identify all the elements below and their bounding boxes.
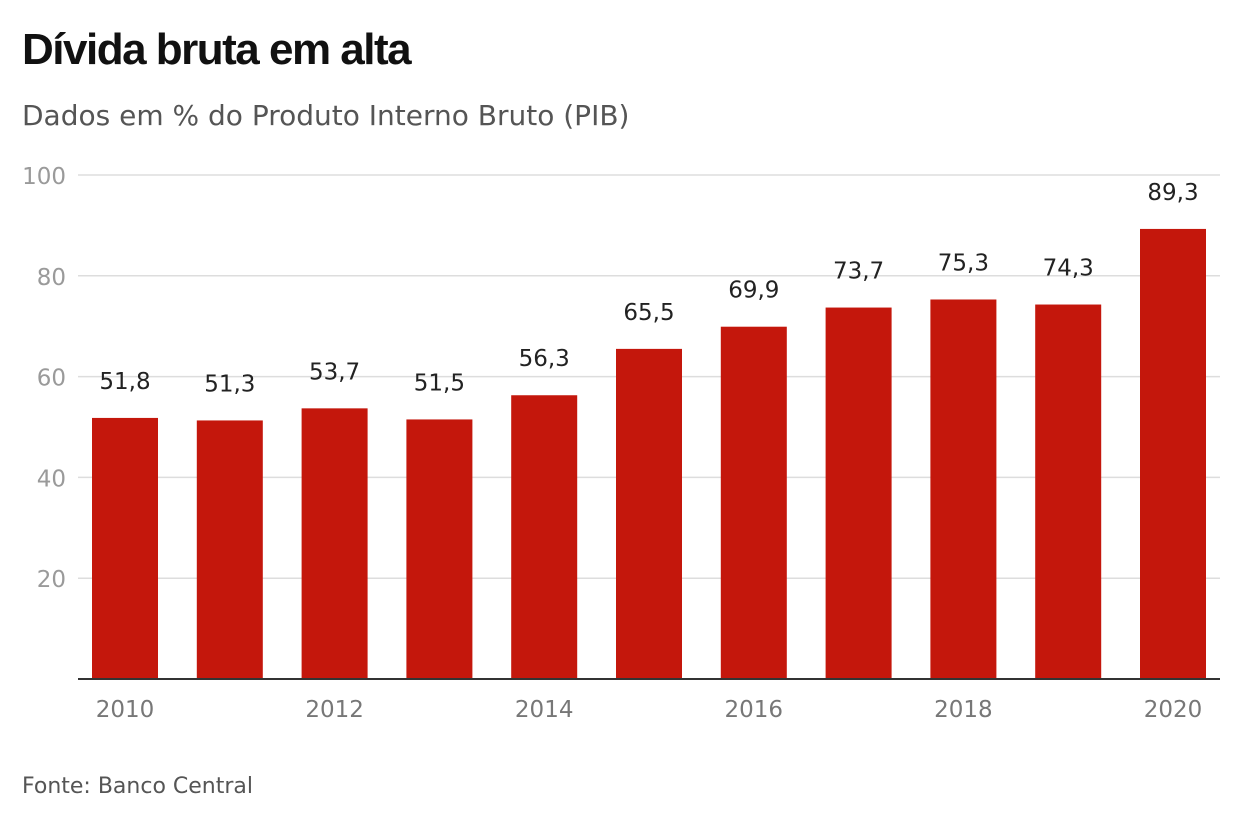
data-label-2014: 56,3 xyxy=(519,346,570,372)
data-label-2013: 51,5 xyxy=(414,370,465,396)
bar-2011 xyxy=(196,420,263,679)
data-label-2019: 74,3 xyxy=(1043,256,1094,282)
bars xyxy=(92,228,1206,680)
x-tick-label: 2018 xyxy=(934,697,993,723)
bar-2012 xyxy=(301,408,368,679)
bar-2015 xyxy=(616,348,682,679)
bar-2019 xyxy=(1035,304,1102,679)
y-tick-label: 100 xyxy=(22,164,66,190)
x-tick-label: 2014 xyxy=(515,697,574,723)
bar-2013 xyxy=(406,419,473,679)
y-tick-label: 60 xyxy=(37,366,66,392)
data-label-2020: 89,3 xyxy=(1147,180,1198,206)
bar-2020 xyxy=(1140,228,1206,680)
x-tick-label: 2016 xyxy=(725,697,784,723)
chart-subtitle: Dados em % do Produto Interno Bruto (PIB… xyxy=(22,99,630,132)
bar-2010 xyxy=(92,417,158,679)
y-axis-ticks: 20 40 60 80 100 xyxy=(22,164,66,593)
data-label-2015: 65,5 xyxy=(623,300,674,326)
bar-2018 xyxy=(930,299,997,679)
data-label-2011: 51,3 xyxy=(204,371,255,397)
bar-2016 xyxy=(720,326,787,679)
data-labels: 51,8 51,3 53,7 51,5 56,3 65,5 69,9 73,7 75,3 74,3… xyxy=(99,180,1198,398)
data-label-2012: 53,7 xyxy=(309,359,360,385)
data-label-2018: 75,3 xyxy=(938,250,989,276)
x-tick-label: 2012 xyxy=(305,697,364,723)
y-tick-label: 20 xyxy=(37,567,66,593)
x-tick-label: 2010 xyxy=(96,697,155,723)
x-axis-ticks: 2010 2012 2014 2016 2018 2020 xyxy=(96,697,1203,723)
y-tick-label: 40 xyxy=(37,466,66,492)
bar-chart: 20 40 60 80 100 51,8 51,3 53,7 51,5 56,3 65,5 69,9… xyxy=(22,164,1220,723)
chart-source: Fonte: Banco Central xyxy=(22,774,254,799)
bar-2014 xyxy=(511,395,578,679)
data-label-2016: 69,9 xyxy=(728,278,779,304)
data-label-2017: 73,7 xyxy=(833,259,884,285)
x-tick-label: 2020 xyxy=(1144,697,1203,723)
data-label-2010: 51,8 xyxy=(99,369,150,395)
chart-title: Dívida bruta em alta xyxy=(22,25,412,74)
bar-2017 xyxy=(825,307,892,679)
y-tick-label: 80 xyxy=(37,265,66,291)
